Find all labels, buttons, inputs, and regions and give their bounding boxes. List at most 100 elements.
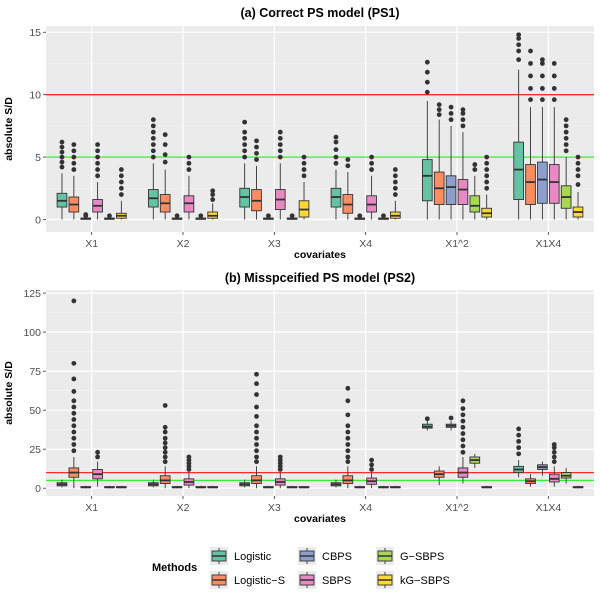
outlier-point <box>381 213 386 219</box>
outlier-point <box>301 154 307 160</box>
box-X1^2-G−SBPS <box>469 162 481 220</box>
outlier-point <box>95 173 101 179</box>
y-tick-label: 100 <box>23 327 41 339</box>
outlier-point <box>448 415 454 421</box>
outlier-point <box>516 57 522 63</box>
plot-background <box>46 26 594 232</box>
y-tick-label: 0 <box>35 483 41 495</box>
outlier-point <box>71 429 77 435</box>
outlier-point <box>369 462 375 468</box>
legend-entry-kG−SBPS: kG−SBPS <box>376 571 450 589</box>
box-X2-Logistic−S <box>159 403 171 489</box>
outlier-point <box>198 213 204 219</box>
outlier-point <box>118 167 124 172</box>
outlier-point <box>369 467 375 472</box>
outlier-point <box>516 438 522 444</box>
box-X3-Logistic−S <box>251 371 262 489</box>
outlier-point <box>71 148 77 154</box>
box-X1-SBPS <box>92 449 103 487</box>
x-tick-label: X1X4 <box>535 238 561 250</box>
outlier-point <box>563 148 569 154</box>
outlier-point <box>345 435 351 441</box>
x-axis-title: covariates <box>294 513 346 525</box>
outlier-point <box>551 449 557 455</box>
outlier-point <box>95 148 101 154</box>
box-X2-CBPS <box>171 213 183 220</box>
y-tick-label: 0 <box>35 215 41 227</box>
box-X1X4-SBPS <box>548 442 560 487</box>
box-X4-G−SBPS <box>378 213 389 220</box>
outlier-point <box>254 144 259 150</box>
outlier-point <box>345 157 351 162</box>
outlier-point <box>254 448 259 454</box>
outlier-point <box>162 459 168 465</box>
outlier-point <box>186 167 192 172</box>
outlier-point <box>162 454 168 460</box>
box-X1^2-Logistic <box>421 416 433 431</box>
legend-entry-SBPS: SBPS <box>298 571 351 589</box>
outlier-point <box>460 117 466 123</box>
outlier-point <box>563 135 569 141</box>
outlier-point <box>150 154 156 160</box>
outlier-point <box>539 73 545 79</box>
outlier-point <box>369 154 375 160</box>
box-iqr <box>445 175 457 205</box>
box-X3-G−SBPS <box>286 213 298 220</box>
outlier-point <box>460 449 466 455</box>
panel-a: 0 5 10 15 X1 X2 X3 X4 X1^2 X1X4 (a) Correct PS mod… <box>3 6 594 261</box>
outlier-point <box>210 197 216 202</box>
box-X4-Logistic <box>330 134 342 220</box>
outlier-point <box>551 73 557 79</box>
panel-b: 0 25 50 75 100 125 X1 X2 X3 X4 X1^2 X1X4 (b) Misspce… <box>3 271 594 525</box>
outlier-point <box>186 454 192 460</box>
box-X1^2-SBPS <box>457 398 469 484</box>
box-X1X4-CBPS <box>537 57 548 220</box>
y-axis-title: absolute S/D <box>3 97 15 161</box>
outlier-point <box>277 135 283 141</box>
outlier-point <box>254 423 259 429</box>
x-tick-label: X4 <box>359 502 372 514</box>
box-X4-Logistic−S <box>342 157 354 220</box>
outlier-point <box>333 139 339 145</box>
outlier-point <box>460 107 466 113</box>
outlier-point <box>162 449 168 455</box>
outlier-point <box>484 179 490 185</box>
outlier-point <box>162 132 168 138</box>
box-X4-CBPS <box>354 485 366 489</box>
outlier-point <box>563 129 569 135</box>
outlier-point <box>460 123 466 129</box>
box-X1X4-Logistic−S <box>525 474 536 487</box>
outlier-point <box>71 376 77 382</box>
legend-entry-Logistic: Logistic <box>210 547 272 565</box>
outlier-point <box>575 182 581 187</box>
x-tick-label: X3 <box>268 238 281 250</box>
y-tick-label: 25 <box>29 444 41 456</box>
box-X1X4-G−SBPS <box>560 467 572 484</box>
outlier-point <box>242 129 248 135</box>
outlier-point <box>392 185 398 191</box>
outlier-point <box>575 160 581 166</box>
box-X4-SBPS <box>366 457 377 489</box>
outlier-point <box>484 167 490 172</box>
outlier-point <box>71 298 77 304</box>
outlier-point <box>448 104 454 110</box>
box-X3-G−SBPS <box>286 485 298 489</box>
outlier-point <box>59 164 65 170</box>
outlier-point <box>551 459 557 465</box>
outlier-point <box>162 435 168 441</box>
box-X1^2-CBPS <box>445 104 457 220</box>
outlier-point <box>424 89 430 95</box>
box-X1X4-G−SBPS <box>560 117 572 220</box>
outlier-point <box>254 429 259 435</box>
outlier-point <box>472 162 478 167</box>
outlier-point <box>345 412 351 418</box>
outlier-point <box>539 57 545 63</box>
box-X2-CBPS <box>171 485 183 489</box>
legend-label: Logistic <box>234 551 272 563</box>
plot-background <box>46 290 594 496</box>
box-X1X4-Logistic−S <box>525 48 536 220</box>
x-tick-label: X2 <box>177 502 190 514</box>
box-X1-Logistic <box>56 139 68 220</box>
box-X1X4-CBPS <box>537 461 548 476</box>
